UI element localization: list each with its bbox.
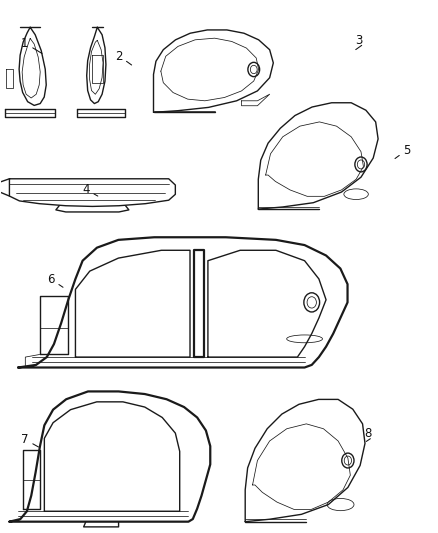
Text: 2: 2 <box>115 50 122 63</box>
Text: 8: 8 <box>364 427 371 440</box>
Text: 1: 1 <box>21 37 28 50</box>
Text: 6: 6 <box>47 273 55 286</box>
Text: 5: 5 <box>403 144 410 157</box>
Text: 7: 7 <box>21 433 28 446</box>
Text: 3: 3 <box>355 34 362 47</box>
Text: 4: 4 <box>82 183 90 196</box>
